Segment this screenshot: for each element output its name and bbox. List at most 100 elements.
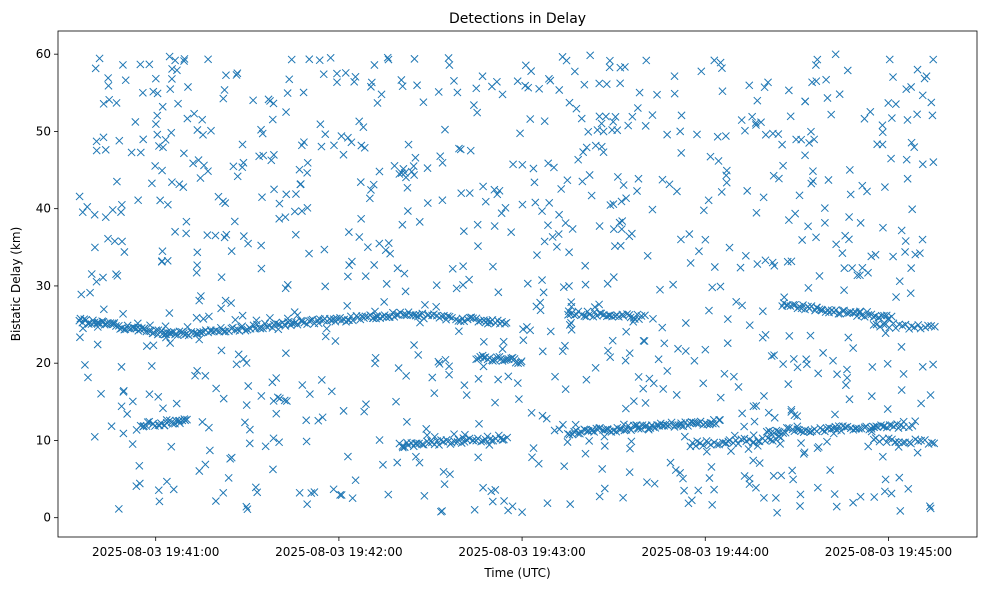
data-point (399, 164, 408, 173)
data-point (296, 180, 305, 189)
data-point (153, 130, 162, 139)
data-point (884, 314, 893, 323)
data-point (813, 55, 822, 64)
data-point (490, 185, 499, 194)
data-point (410, 341, 419, 350)
data-point (584, 127, 593, 136)
data-point (242, 359, 251, 367)
data-point (602, 80, 611, 89)
data-point (434, 88, 443, 96)
data-point (878, 128, 887, 137)
data-point (180, 415, 189, 424)
data-point (166, 339, 175, 347)
data-point (582, 375, 591, 384)
data-point (87, 270, 96, 278)
data-point (914, 437, 923, 446)
data-point (204, 167, 212, 176)
data-point (701, 235, 710, 244)
data-point (519, 325, 528, 334)
data-point (165, 52, 174, 61)
data-point (759, 193, 768, 202)
data-point (626, 444, 634, 453)
data-point (341, 68, 350, 77)
data-point (595, 222, 604, 230)
data-point (285, 75, 294, 84)
data-point (472, 355, 481, 364)
data-point (104, 234, 112, 243)
data-point (913, 65, 922, 74)
data-point (831, 422, 840, 431)
data-point (175, 327, 184, 336)
data-point (639, 336, 648, 345)
data-point (371, 307, 379, 316)
data-point (918, 91, 927, 100)
data-point (380, 297, 389, 306)
data-point (634, 174, 643, 183)
data-point (423, 164, 432, 173)
data-point (513, 77, 522, 86)
data-point (356, 178, 365, 187)
data-point (570, 427, 579, 436)
data-point (676, 421, 685, 429)
data-point (350, 77, 359, 86)
data-point (820, 218, 829, 227)
data-point (722, 439, 731, 448)
data-point (470, 505, 479, 514)
plot-frame (57, 30, 978, 538)
data-point (132, 425, 141, 434)
data-point (337, 132, 346, 141)
data-point (658, 175, 667, 184)
data-point (322, 324, 331, 333)
data-point (751, 118, 760, 127)
data-point (232, 71, 241, 79)
data-point (95, 54, 104, 63)
data-point (502, 355, 511, 364)
data-point (479, 337, 488, 346)
data-point (723, 339, 732, 348)
data-point (699, 441, 708, 450)
data-point (680, 432, 689, 441)
data-point (473, 220, 482, 229)
data-point (872, 320, 881, 329)
data-point (269, 465, 277, 474)
data-point (295, 165, 304, 174)
data-point (436, 152, 445, 161)
data-point (199, 130, 207, 139)
data-point (564, 310, 573, 319)
data-point (478, 72, 487, 81)
data-point (595, 300, 604, 309)
data-point (907, 322, 916, 331)
data-point (715, 416, 724, 425)
data-point (104, 81, 113, 90)
data-point (858, 181, 867, 190)
data-point (400, 168, 409, 177)
data-point (878, 140, 887, 149)
data-point (329, 485, 338, 494)
data-point (793, 363, 802, 372)
data-point (360, 143, 369, 152)
data-point (779, 161, 788, 170)
data-point (136, 60, 145, 69)
data-point (542, 414, 551, 423)
data-point (230, 217, 239, 226)
data-point (796, 490, 805, 499)
data-point (319, 70, 328, 79)
data-point (619, 420, 628, 429)
data-point (438, 158, 447, 167)
data-point (770, 351, 779, 360)
data-point (469, 314, 478, 323)
data-point (153, 111, 162, 120)
data-point (600, 432, 609, 441)
data-point (785, 331, 794, 340)
data-point (745, 474, 754, 483)
data-point (167, 442, 176, 451)
data-point (560, 341, 569, 350)
data-point (158, 247, 167, 256)
data-point (579, 148, 588, 157)
data-point (849, 344, 858, 353)
data-point (627, 437, 636, 446)
data-point (560, 462, 569, 471)
data-point (897, 342, 906, 351)
data-point (622, 327, 631, 336)
data-point (281, 349, 290, 358)
